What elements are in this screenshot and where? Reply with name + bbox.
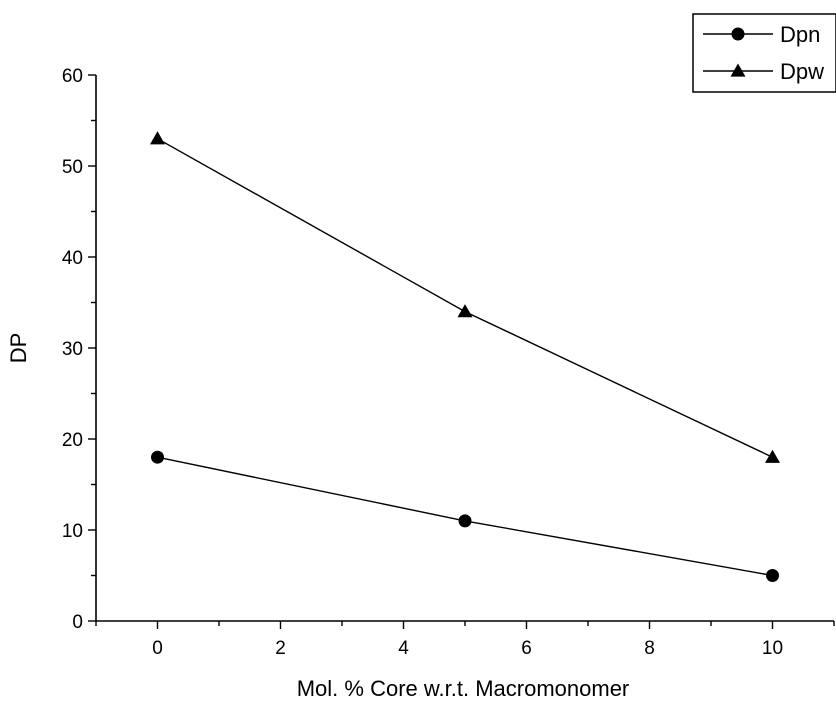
legend-label-dpn: Dpn (780, 22, 820, 47)
axes: 0 10 20 30 40 50 60 0 2 4 6 8 10 (62, 66, 835, 659)
x-tick-label: 10 (762, 638, 783, 659)
y-tick-label: 30 (62, 339, 83, 360)
y-tick-label: 60 (62, 66, 83, 87)
data-point-dpw (765, 449, 780, 463)
series-line-dpw (157, 138, 773, 458)
x-tick-label: 2 (275, 638, 286, 659)
x-tick-label: 6 (521, 638, 532, 659)
y-tick-label: 10 (62, 521, 83, 542)
legend: Dpn Dpw (692, 13, 836, 93)
x-tick-label: 8 (644, 638, 655, 659)
y-tick-label: 0 (72, 612, 83, 633)
legend-label-dpw: Dpw (780, 59, 824, 84)
legend-marker-dpw (730, 63, 746, 77)
series-layer (150, 131, 780, 582)
x-tick-label: 4 (398, 638, 409, 659)
data-point-dpn (458, 514, 472, 528)
x-tick-label: 0 (152, 638, 163, 659)
data-point-dpn (151, 450, 164, 464)
x-axis-title: Mol. % Core w.r.t. Macromonomer (297, 676, 630, 701)
y-tick-label: 20 (62, 430, 83, 451)
y-tick-label: 40 (62, 248, 83, 269)
data-point-dpw (150, 131, 165, 145)
y-axis-title: DP (6, 333, 31, 364)
legend-box (692, 13, 836, 93)
y-tick-label: 50 (62, 157, 83, 178)
data-point-dpn (766, 569, 779, 582)
legend-marker-dpn (731, 27, 745, 41)
data-point-dpw (457, 304, 473, 318)
